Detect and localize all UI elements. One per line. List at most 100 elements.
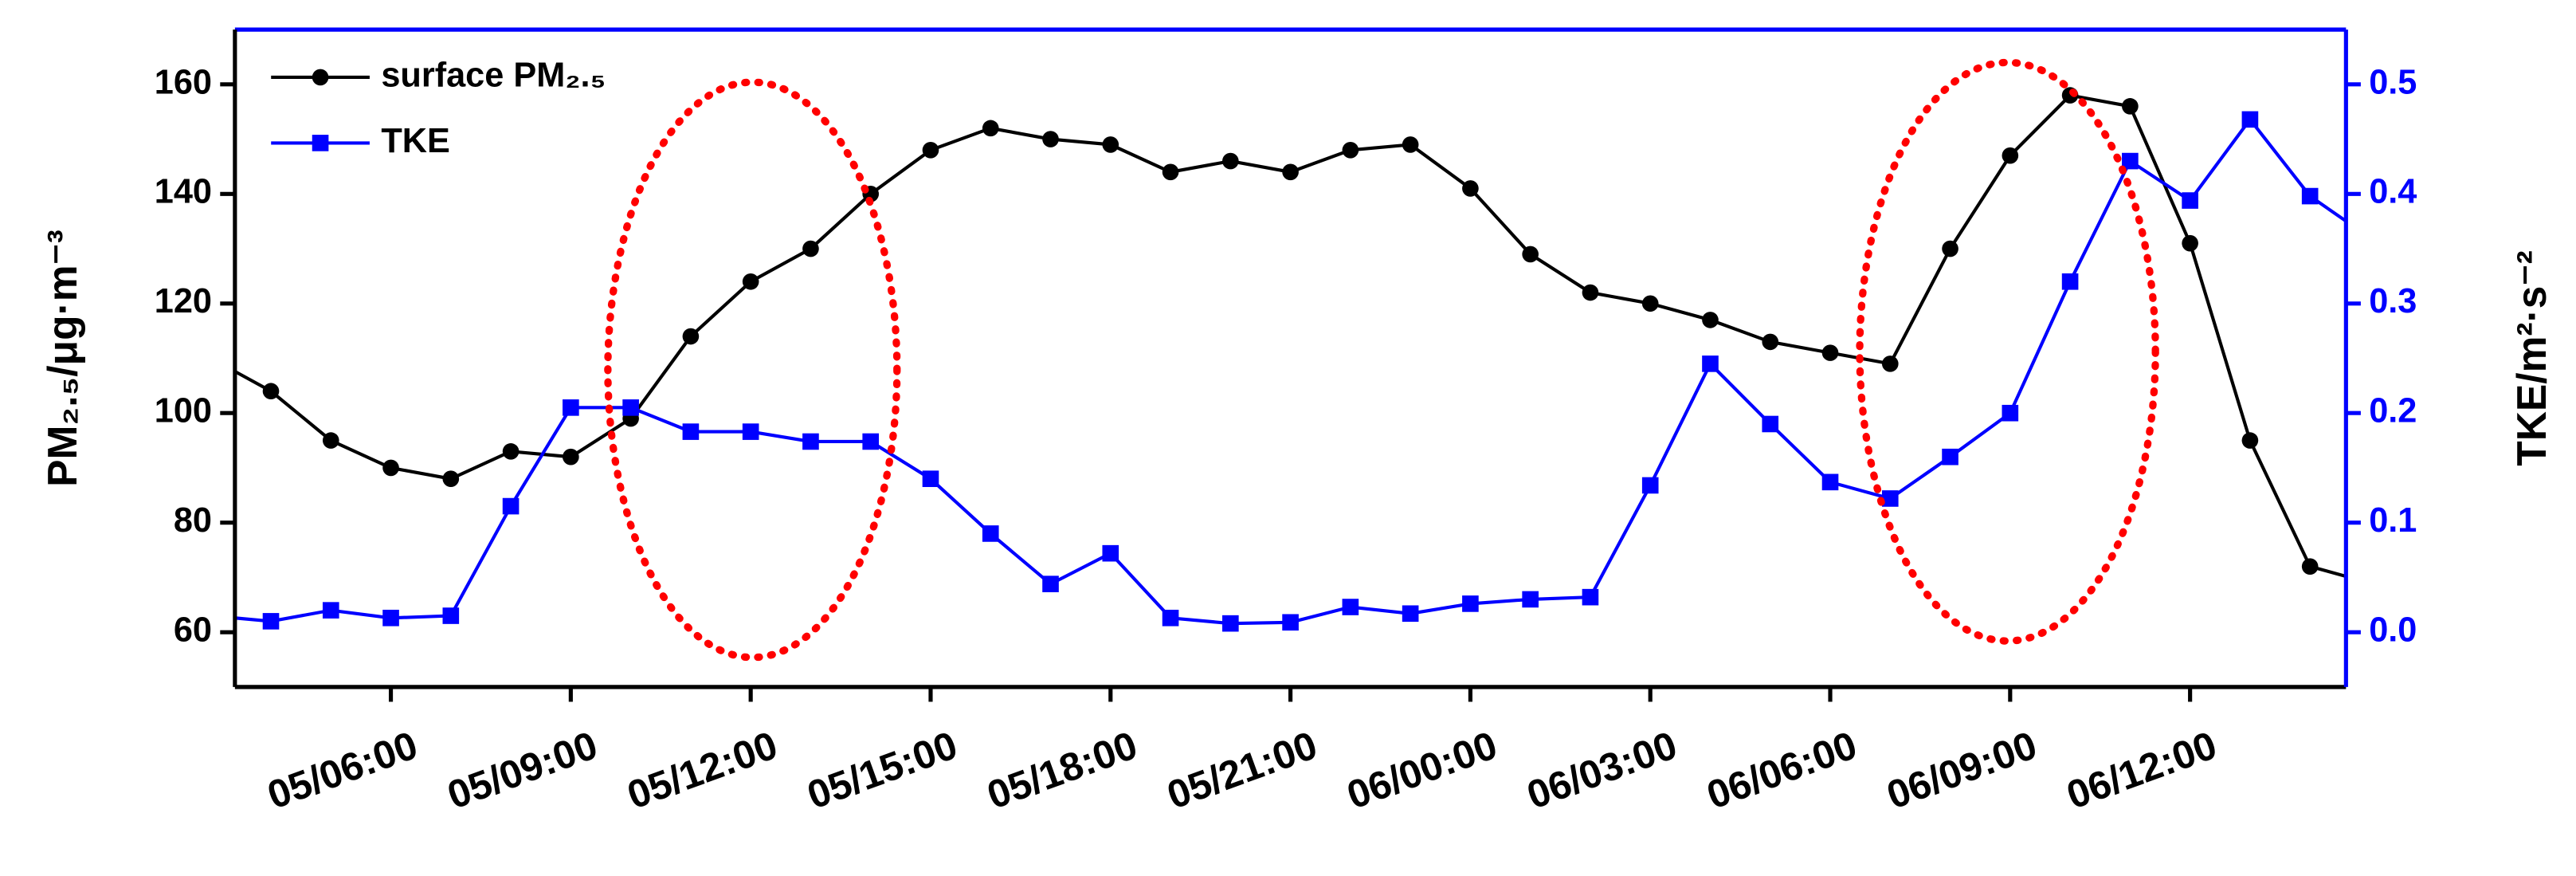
data-point (682, 328, 700, 345)
y2-tick-label: 0.2 (2369, 392, 2417, 430)
data-point (2241, 111, 2259, 128)
y2-tick-label: 0.4 (2369, 173, 2417, 211)
data-point (1162, 609, 1179, 627)
legend-label: surface PM₂.₅ (381, 56, 606, 94)
data-point (1821, 473, 1839, 491)
data-point (202, 350, 219, 367)
y2-tick-label: 0.3 (2369, 282, 2417, 320)
data-point (442, 607, 460, 624)
y-tick-label: 140 (155, 173, 212, 211)
data-point (442, 470, 460, 488)
y-tick-label: 160 (155, 63, 212, 101)
y-tick-label: 80 (174, 501, 212, 540)
data-point (1402, 136, 1419, 153)
y2-tick-label: 0.1 (2369, 501, 2417, 540)
legend-marker (312, 135, 329, 151)
data-point (622, 399, 639, 416)
data-point (2061, 273, 2079, 290)
y-tick-label: 60 (174, 611, 212, 650)
series-line (234, 116, 2347, 626)
data-point (2182, 192, 2198, 209)
data-point (1702, 356, 1719, 372)
data-point (1222, 152, 1239, 170)
data-point (802, 433, 819, 450)
data-point (1641, 477, 1659, 494)
data-point (2002, 404, 2019, 422)
x-tick-label: 05/09:00 (442, 723, 603, 817)
data-point (2241, 432, 2259, 449)
x-tick-label: 06/00:00 (1342, 723, 1503, 817)
data-point (382, 609, 399, 627)
data-point (682, 423, 700, 440)
data-point (382, 459, 399, 477)
data-point (1162, 163, 1179, 181)
data-point (1582, 588, 1599, 606)
annotation-ellipse (1856, 58, 2159, 645)
x-tick-label: 06/06:00 (1701, 723, 1862, 817)
data-point (322, 602, 339, 619)
x-tick-label: 05/15:00 (802, 723, 963, 817)
data-point (262, 613, 280, 630)
data-point (1522, 591, 1539, 608)
data-point (262, 383, 280, 400)
y-axis-title: PM₂.₅/μg·m⁻³ (39, 230, 85, 487)
data-point (982, 120, 999, 137)
data-point (1402, 605, 1419, 623)
data-point (2362, 575, 2378, 591)
legend-marker (312, 69, 329, 86)
x-tick-label: 05/12:00 (621, 723, 782, 817)
y-tick-label: 120 (155, 282, 212, 320)
data-point (1762, 333, 1779, 351)
plot-area (202, 87, 2378, 632)
data-point (742, 273, 759, 290)
data-point (322, 432, 339, 449)
data-point (1342, 599, 1359, 615)
data-point (862, 433, 880, 450)
legend-label: TKE (381, 122, 450, 160)
data-point (922, 470, 939, 488)
x-tick-label: 06/03:00 (1521, 723, 1682, 817)
x-tick-label: 05/06:00 (262, 723, 423, 817)
data-point (2122, 98, 2139, 115)
data-point (1881, 490, 1899, 507)
data-point (2002, 147, 2019, 164)
data-point (802, 240, 819, 257)
data-point (2301, 558, 2319, 575)
y2-tick-label: 0.5 (2369, 63, 2417, 101)
data-point (2301, 187, 2319, 205)
data-point (742, 423, 759, 440)
annotation-ellipse (604, 78, 901, 662)
data-point (1282, 614, 1299, 631)
x-tick-label: 06/09:00 (1881, 723, 2042, 817)
data-point (563, 448, 579, 465)
data-point (1342, 142, 1359, 159)
data-point (1821, 344, 1839, 361)
data-point (1762, 415, 1779, 433)
data-point (982, 525, 999, 542)
data-point (1462, 180, 1479, 197)
data-point (2182, 234, 2198, 252)
data-point (563, 399, 579, 416)
data-point (922, 142, 939, 159)
data-point (2362, 230, 2378, 246)
data-point (1582, 284, 1599, 301)
data-point (1282, 163, 1299, 181)
data-point (1522, 246, 1539, 263)
x-tick-label: 05/18:00 (982, 723, 1143, 817)
data-point (1641, 295, 1659, 312)
data-point (502, 497, 520, 515)
data-point (1942, 448, 1958, 465)
data-point (1462, 595, 1479, 612)
data-point (2122, 152, 2139, 170)
data-point (1881, 356, 1899, 372)
y-tick-label: 100 (155, 392, 212, 430)
x-tick-label: 05/21:00 (1162, 723, 1323, 817)
data-point (1102, 136, 1119, 153)
x-tick-label: 06/12:00 (2061, 723, 2222, 817)
data-point (1702, 312, 1719, 328)
data-point (1042, 575, 1059, 592)
y2-axis-title: TKE/m²·s⁻² (2508, 250, 2554, 466)
y2-tick-label: 0.0 (2369, 611, 2417, 650)
